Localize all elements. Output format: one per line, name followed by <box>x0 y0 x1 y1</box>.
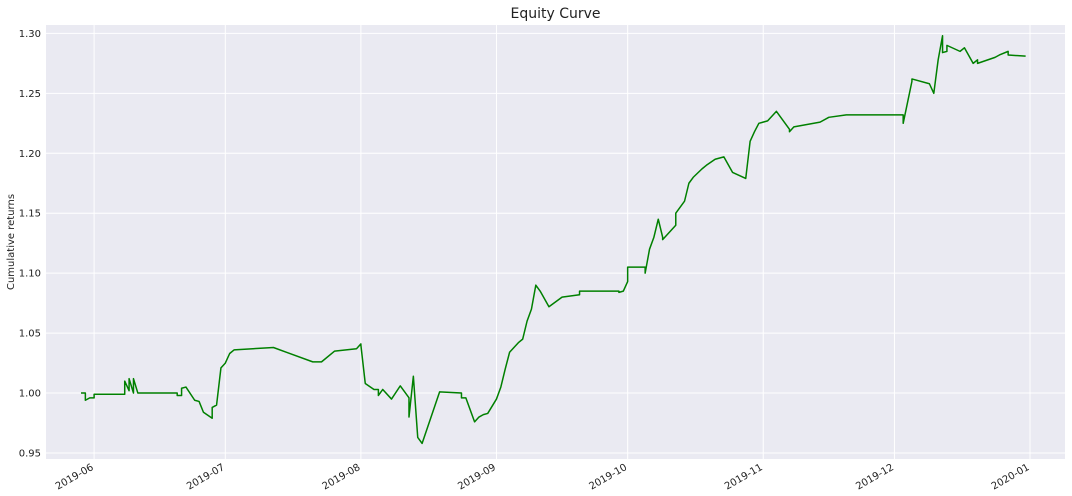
y-tick-label: 0.95 <box>19 449 41 460</box>
chart-title: Equity Curve <box>510 6 600 22</box>
y-tick-label: 1.20 <box>19 149 41 160</box>
y-tick-label: 1.25 <box>19 89 41 100</box>
plot-area <box>46 25 1065 459</box>
grid-lines <box>46 25 1065 459</box>
y-tick-label: 1.00 <box>19 389 41 400</box>
equity-curve-line <box>80 35 1026 445</box>
y-tick-labels: 0.95 1.00 1.05 1.10 1.15 1.20 1.25 1.30 <box>19 29 41 460</box>
y-axis-title: Cumulative returns <box>6 194 17 290</box>
series-layer <box>80 35 1026 445</box>
y-tick-label: 1.30 <box>19 29 41 40</box>
y-tick-label: 1.15 <box>19 209 41 220</box>
y-tick-label: 1.10 <box>19 269 41 280</box>
y-tick-label: 1.05 <box>19 329 41 340</box>
